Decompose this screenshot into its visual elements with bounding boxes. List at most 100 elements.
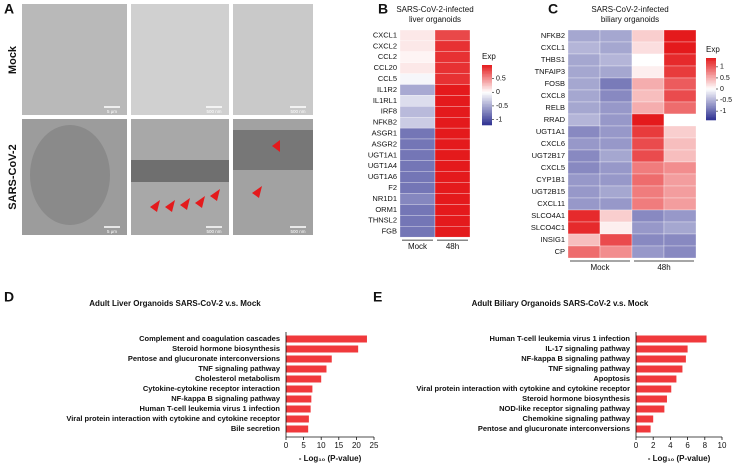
row-label: ORM1 bbox=[375, 205, 397, 214]
row-label: IRF8 bbox=[381, 107, 397, 116]
row-label: CP bbox=[555, 247, 565, 256]
heatmap-cell bbox=[567, 65, 601, 79]
heatmap-cell bbox=[567, 161, 601, 175]
heatmap-cell bbox=[631, 113, 665, 127]
heatmap-cell bbox=[599, 77, 633, 91]
colorbar-swatch bbox=[706, 90, 716, 93]
row-label: TNFAIP3 bbox=[535, 67, 565, 76]
heatmap-cell bbox=[434, 95, 471, 107]
heatmap-cell bbox=[434, 138, 471, 151]
colorbar-swatch bbox=[706, 118, 716, 121]
category-label: Human T-cell leukemia virus 1 infection bbox=[490, 334, 631, 343]
row-label: NFKB2 bbox=[541, 31, 565, 40]
heatmap-cell bbox=[399, 117, 436, 129]
heatmap-cell bbox=[599, 53, 633, 67]
heatmap-cell bbox=[663, 89, 697, 103]
heatmap-cell bbox=[663, 161, 697, 175]
scale-bar-label: 500 nm bbox=[290, 109, 305, 114]
colorbar-swatch bbox=[706, 115, 716, 118]
heatmap-cell bbox=[663, 29, 697, 43]
colorbar-swatch bbox=[482, 77, 492, 79]
heatmap-cell bbox=[599, 41, 633, 55]
x-group-label: 48h bbox=[446, 242, 459, 251]
heatmap-cell bbox=[631, 173, 665, 187]
heatmap-cell bbox=[663, 221, 697, 235]
heatmap-cell bbox=[399, 215, 436, 227]
category-label: Human T-cell leukemia virus 1 infection bbox=[140, 404, 281, 413]
heatmap-cell bbox=[399, 73, 436, 85]
x-tick-label: 0 bbox=[634, 441, 639, 450]
colorbar-swatch bbox=[706, 99, 716, 102]
heatmap-cell bbox=[599, 161, 633, 175]
colorbar-swatch bbox=[482, 93, 492, 96]
colorbar-tick-label: 0 bbox=[496, 89, 500, 96]
heatmap-cell bbox=[434, 106, 471, 118]
bar bbox=[636, 385, 672, 393]
heatmap-cell bbox=[663, 137, 697, 151]
category-label: Viral protein interaction with cytokine … bbox=[66, 414, 280, 423]
colorbar-swatch bbox=[482, 102, 492, 105]
chart-title: SARS-CoV-2-infected bbox=[591, 5, 668, 14]
colorbar-swatch bbox=[482, 86, 492, 88]
heatmap-cell bbox=[399, 84, 436, 96]
row-label: SARS-CoV-2 bbox=[7, 144, 19, 209]
colorbar-swatch bbox=[482, 96, 492, 99]
colorbar-tick-label: 1 bbox=[720, 64, 724, 71]
colorbar-swatch bbox=[482, 95, 492, 97]
heatmap-cell bbox=[599, 245, 633, 259]
x-tick-label: 15 bbox=[334, 441, 343, 450]
arrow bbox=[272, 140, 280, 152]
row-label: IL1R2 bbox=[377, 85, 397, 94]
heatmap-cell bbox=[399, 40, 436, 52]
colorbar-swatch bbox=[482, 87, 492, 90]
colorbar-swatch bbox=[482, 98, 492, 100]
heatmap-cell bbox=[434, 171, 471, 183]
bar bbox=[636, 365, 683, 373]
chart-title: SARS-CoV-2-infected bbox=[396, 5, 473, 14]
colorbar-swatch bbox=[482, 65, 492, 67]
colorbar-swatch bbox=[706, 84, 716, 87]
colorbar-swatch bbox=[706, 98, 716, 101]
colorbar-swatch bbox=[706, 101, 716, 104]
heatmap-cell bbox=[434, 29, 471, 42]
heatmap-cell bbox=[631, 161, 665, 175]
chart-title: liver organoids bbox=[409, 15, 461, 24]
heatmap-cell bbox=[567, 101, 601, 115]
row-label: THNSL2 bbox=[368, 216, 397, 225]
heatmap-cell bbox=[434, 73, 471, 85]
chart-title: biliary organoids bbox=[601, 15, 659, 24]
heatmap-cell bbox=[663, 53, 697, 67]
colorbar-swatch bbox=[706, 109, 716, 111]
row-label: IL1RL1 bbox=[373, 96, 397, 105]
heatmap-cell bbox=[399, 226, 436, 238]
colorbar-swatch bbox=[706, 89, 716, 91]
row-label: RRAD bbox=[544, 115, 566, 124]
heatmap-cell bbox=[434, 51, 471, 63]
heatmap-cell bbox=[663, 77, 697, 91]
heatmap-cell bbox=[567, 77, 601, 91]
bar bbox=[286, 385, 313, 393]
row-label: ASGR2 bbox=[372, 139, 397, 148]
heatmap-cell bbox=[663, 65, 697, 79]
colorbar-swatch bbox=[706, 73, 716, 76]
heatmap-cell bbox=[599, 185, 633, 199]
heatmap-cell bbox=[631, 77, 665, 91]
heatmap-cell bbox=[399, 95, 436, 107]
colorbar-swatch bbox=[482, 120, 492, 123]
row-label: SLCO4A1 bbox=[531, 211, 565, 220]
colorbar-swatch bbox=[706, 96, 716, 99]
heatmap-cell bbox=[399, 29, 436, 42]
arrow bbox=[195, 196, 205, 208]
category-label: NF-kappa B signaling pathway bbox=[521, 354, 631, 363]
arrow bbox=[210, 189, 220, 201]
row-label: CXCL8 bbox=[541, 91, 565, 100]
heatmap-cell bbox=[567, 41, 601, 55]
arrow bbox=[165, 200, 175, 212]
heatmap-cell bbox=[399, 62, 436, 74]
category-label: TNF signaling pathway bbox=[548, 364, 631, 373]
heatmap-cell bbox=[599, 29, 633, 43]
colorbar-swatch bbox=[482, 69, 492, 72]
category-label: Pentose and glucuronate interconversions bbox=[478, 424, 630, 433]
category-label: NF-kappa B signaling pathway bbox=[171, 394, 281, 403]
x-tick-label: 25 bbox=[370, 441, 379, 450]
